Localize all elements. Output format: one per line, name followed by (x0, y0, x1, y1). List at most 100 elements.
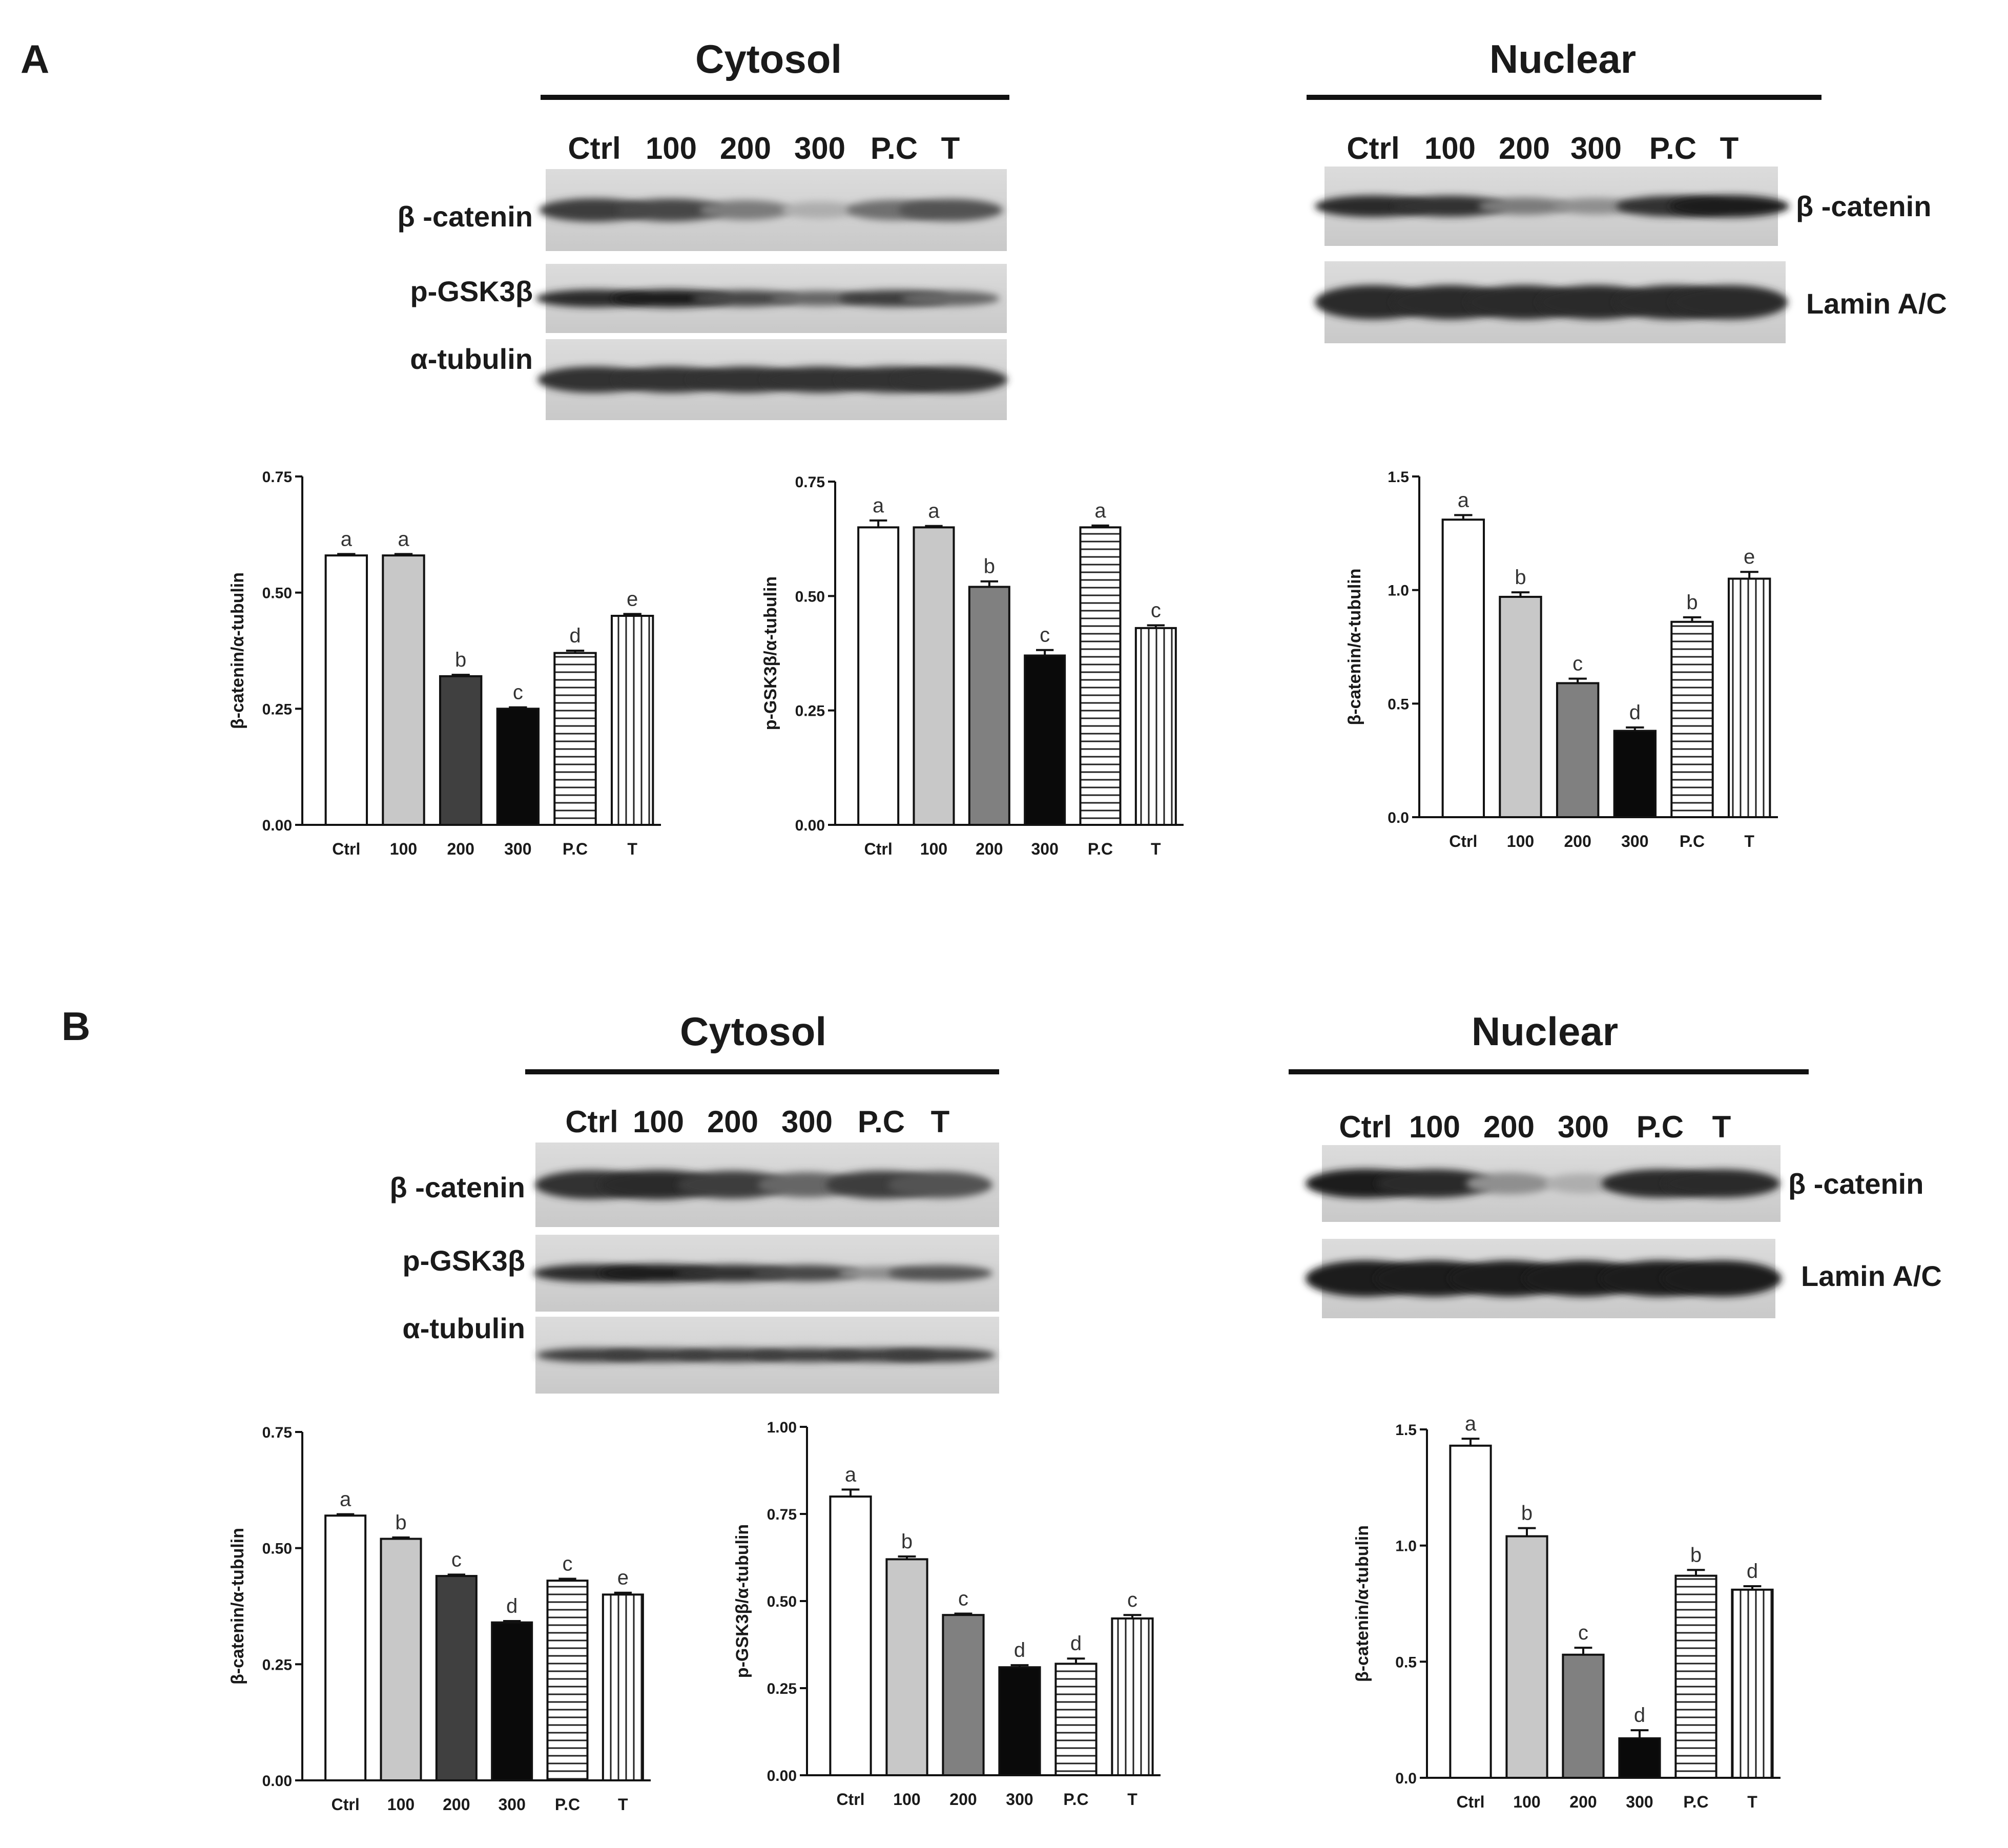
category-label: 200 (976, 840, 1003, 858)
blot-band (771, 290, 869, 306)
blot-strip (1315, 167, 1789, 246)
blot-strip (535, 1317, 999, 1394)
category-label: T (1744, 832, 1754, 850)
lane-label: 100 (646, 131, 697, 165)
blot-band (1669, 195, 1789, 218)
category-label: 300 (1621, 832, 1648, 850)
lane-label: T (941, 131, 960, 165)
blot-strip (539, 169, 1007, 251)
bar (382, 554, 425, 826)
blot-band (781, 201, 858, 219)
bar (1556, 682, 1600, 819)
y-axis-label: β-catenin/α-tubulin (228, 1528, 247, 1685)
bar (439, 675, 483, 826)
significance-letter: b (1521, 1502, 1533, 1525)
y-axis-label: β-catenin/α-tubulin (1345, 568, 1364, 725)
significance-letter: d (569, 625, 581, 647)
bar (1618, 1737, 1661, 1779)
significance-letter: e (627, 588, 638, 610)
blot-band (894, 366, 1007, 393)
blot-strip (1315, 261, 1788, 343)
bar (1562, 1653, 1605, 1779)
category-label: T (1127, 1790, 1137, 1809)
lane-label: T (1720, 131, 1739, 165)
significance-letter: d (1629, 701, 1641, 724)
lane-label: P.C (871, 131, 918, 165)
lane-labels: Ctrl 100 200 300 P.C T (1347, 131, 1738, 165)
bar (324, 554, 368, 826)
significance-letter: b (984, 555, 995, 578)
panel-b-cytosol-blot: Cytosol Ctrl 100 200 300 P.C T β -cateni… (390, 1009, 999, 1394)
blot-band (1663, 1169, 1780, 1198)
bar (942, 1614, 985, 1776)
blot-label-lamin: Lamin A/C (1801, 1260, 1942, 1292)
bar (553, 652, 597, 826)
y-tick-label: 0.5 (1395, 1654, 1417, 1671)
y-tick-label: 0.00 (262, 817, 292, 834)
significance-letter: c (1151, 599, 1161, 622)
category-label: 300 (504, 840, 531, 858)
category-label: 100 (920, 840, 947, 858)
significance-letter: c (451, 1548, 462, 1571)
category-label: Ctrl (332, 1795, 360, 1814)
section-title-cytosol-a: Cytosol (695, 36, 842, 81)
category-label: P.C (555, 1795, 580, 1814)
bar (1054, 1663, 1098, 1776)
y-tick-label: 0.25 (795, 703, 825, 720)
lane-label: 200 (1499, 131, 1550, 165)
blot-band (617, 198, 725, 222)
y-tick-label: 0.75 (262, 1424, 292, 1441)
chart-b-nuclear-beta-catenin: 0.0 0.5 1.0 1.5 β-catenin/α-tubulin a Ctrl b 100… (1353, 1413, 1781, 1811)
bar (1111, 1617, 1154, 1776)
section-title-nuclear-a: Nuclear (1489, 36, 1636, 81)
blot-label-lamin: Lamin A/C (1806, 287, 1947, 320)
blot-band (888, 1265, 992, 1281)
lane-label: T (931, 1105, 950, 1139)
blot-band (1545, 1173, 1622, 1194)
category-label: 100 (1507, 832, 1534, 850)
significance-letter: a (398, 528, 409, 550)
bar (1024, 654, 1066, 826)
y-tick-label: 0.00 (262, 1773, 292, 1790)
lane-label: T (1712, 1110, 1731, 1144)
significance-letter: a (1465, 1413, 1477, 1435)
category-label: Ctrl (1449, 832, 1477, 850)
bar (968, 586, 1010, 826)
panel-a-letter: A (20, 36, 49, 81)
y-tick-label: 0.25 (262, 1656, 292, 1673)
blot-band (539, 198, 650, 222)
y-tick-label: 0.25 (262, 701, 292, 718)
category-label: 100 (387, 1795, 415, 1814)
category-label: 300 (1006, 1790, 1033, 1809)
blot-band (1553, 198, 1639, 215)
bar (913, 526, 955, 826)
significance-letter: b (1690, 1544, 1702, 1566)
category-label: 100 (1513, 1793, 1540, 1811)
significance-letter: a (1458, 489, 1469, 511)
y-tick-label: 0.00 (795, 817, 825, 834)
blot-band (1671, 285, 1788, 320)
lane-label: P.C (1649, 131, 1696, 165)
bar (491, 1621, 533, 1782)
category-label: 300 (498, 1795, 525, 1814)
blot-band (1662, 1260, 1782, 1297)
category-label: 100 (390, 840, 417, 858)
blot-band (758, 1172, 856, 1198)
y-axis-label: β-catenin/α-tubulin (228, 572, 247, 729)
lane-label: 200 (720, 131, 771, 165)
significance-letter: b (455, 649, 466, 671)
chart-a-cytosol-beta-catenin: 0.00 0.25 0.50 0.75 β-catenin/α-tubulin a Ctrl… (228, 469, 661, 858)
bar (829, 1496, 872, 1776)
lane-label: 200 (1483, 1110, 1535, 1144)
category-label: 200 (447, 840, 474, 858)
bar (1449, 1444, 1492, 1779)
significance-letter: a (873, 494, 884, 517)
significance-letter: c (563, 1553, 573, 1575)
significance-letter: d (1014, 1639, 1025, 1662)
significance-letter: c (958, 1587, 968, 1610)
blot-band (1376, 1169, 1493, 1198)
significance-letter: a (928, 500, 940, 523)
category-label: 200 (949, 1790, 977, 1809)
significance-letter: c (1040, 624, 1050, 647)
category-label: 200 (1564, 832, 1591, 850)
